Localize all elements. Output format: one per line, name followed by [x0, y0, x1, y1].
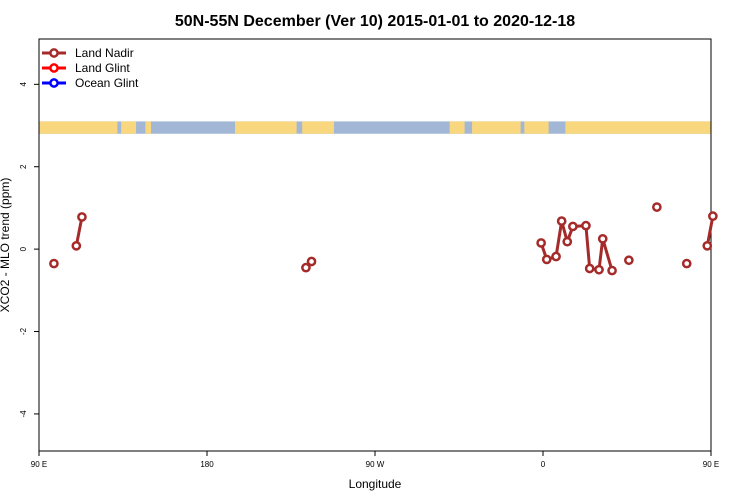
legend-marker [49, 78, 59, 88]
y-tick-label: 2 [19, 164, 28, 169]
land-band [235, 121, 297, 134]
legend-label: Land Glint [75, 61, 130, 75]
x-tick-label: 0 [541, 460, 546, 469]
data-point [551, 251, 561, 262]
land-ocean-strip [39, 121, 711, 134]
data-point [71, 240, 82, 251]
x-axis: 90 E 180 90 W 0 90 E [31, 451, 719, 469]
data-point [708, 211, 718, 222]
land-band [39, 121, 118, 134]
legend-label: Ocean Glint [75, 76, 139, 90]
data-point [597, 233, 608, 244]
series-line [705, 215, 715, 247]
data-point [536, 238, 546, 248]
chart-title: 50N-55N December (Ver 10) 2015-01-01 to … [175, 13, 575, 30]
land-band [302, 121, 334, 134]
land-band [449, 121, 465, 134]
data-point [77, 212, 87, 222]
legend-label: Land Nadir [75, 46, 134, 60]
y-tick-label: 4 [19, 82, 28, 87]
y-tick-label: -4 [19, 410, 28, 418]
land-band [121, 121, 137, 134]
data-point [556, 216, 567, 226]
data-point [541, 254, 552, 265]
y-tick-label: 0 [19, 246, 28, 251]
data-point [652, 202, 662, 212]
x-tick-label: 180 [200, 460, 214, 469]
y-axis-label: XCO2 - MLO trend (ppm) [0, 178, 12, 313]
data-point [49, 258, 59, 269]
data-point [584, 263, 595, 274]
legend-marker [49, 63, 59, 73]
land-band [145, 121, 151, 134]
land-band [524, 121, 549, 134]
data-point [306, 256, 317, 267]
land-band [565, 121, 711, 134]
plot-area [38, 38, 712, 452]
data-point [301, 262, 311, 273]
data-point [568, 221, 578, 232]
data-point [702, 240, 713, 251]
y-axis: -4 -2 0 2 4 [19, 82, 39, 418]
legend-marker [49, 48, 59, 58]
x-tick-label: 90 E [703, 460, 719, 469]
y-tick-label: -2 [19, 327, 28, 335]
series-line [74, 216, 84, 247]
x-axis-label: Longitude [349, 477, 402, 491]
data-point [594, 264, 604, 275]
land-band [472, 121, 521, 134]
data-point [624, 255, 634, 266]
data-point [607, 265, 617, 276]
x-tick-label: 90 W [366, 460, 385, 469]
data-point [562, 236, 573, 247]
series-layer [49, 202, 718, 276]
x-tick-label: 90 E [31, 460, 47, 469]
data-point [581, 220, 591, 231]
data-point [681, 258, 692, 269]
